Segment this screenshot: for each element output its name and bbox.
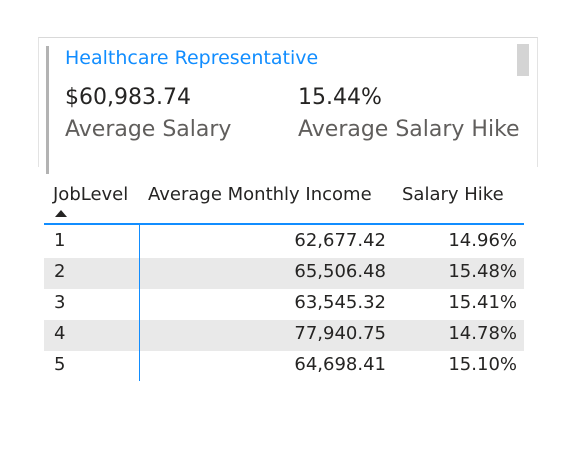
column-header-joblevel[interactable]: JobLevel	[53, 184, 129, 205]
average-salary-label: Average Salary	[65, 117, 232, 142]
cell-salary-hike: 14.96%	[448, 230, 517, 251]
average-salary-hike-label: Average Salary Hike	[298, 117, 520, 142]
cell-joblevel: 4	[54, 323, 66, 344]
column-header-average-monthly-income[interactable]: Average Monthly Income	[148, 184, 372, 205]
column-divider	[139, 225, 140, 381]
average-salary-hike-value: 15.44%	[298, 85, 382, 110]
multi-row-card: Healthcare Representative $60,983.74 Ave…	[38, 37, 538, 174]
cell-average-monthly-income: 63,545.32	[294, 292, 386, 313]
card-accent-bar	[46, 46, 49, 174]
cell-average-monthly-income: 62,677.42	[294, 230, 386, 251]
sort-ascending-icon[interactable]	[55, 210, 67, 217]
cell-joblevel: 1	[54, 230, 66, 251]
average-salary-value: $60,983.74	[65, 85, 191, 110]
table-row[interactable]: 5 64,698.41 15.10%	[44, 351, 524, 382]
cell-joblevel: 3	[54, 292, 66, 313]
cell-salary-hike: 15.48%	[448, 261, 517, 282]
column-header-salary-hike[interactable]: Salary Hike	[402, 184, 504, 205]
cell-salary-hike: 15.10%	[448, 354, 517, 375]
cell-average-monthly-income: 77,940.75	[294, 323, 386, 344]
table-row[interactable]: 3 63,545.32 15.41%	[44, 289, 524, 320]
cell-average-monthly-income: 64,698.41	[294, 354, 386, 375]
table-row[interactable]: 4 77,940.75 14.78%	[44, 320, 524, 351]
cell-salary-hike: 15.41%	[448, 292, 517, 313]
cell-joblevel: 5	[54, 354, 66, 375]
job-level-table: JobLevel Average Monthly Income Salary H…	[44, 170, 537, 390]
card-scrollbar[interactable]	[517, 44, 529, 76]
header-divider	[44, 223, 524, 225]
table-row[interactable]: 1 62,677.42 14.96%	[44, 227, 524, 258]
cell-average-monthly-income: 65,506.48	[294, 261, 386, 282]
table-row[interactable]: 2 65,506.48 15.48%	[44, 258, 524, 289]
cell-joblevel: 2	[54, 261, 66, 282]
card-title: Healthcare Representative	[65, 47, 319, 69]
cell-salary-hike: 14.78%	[448, 323, 517, 344]
